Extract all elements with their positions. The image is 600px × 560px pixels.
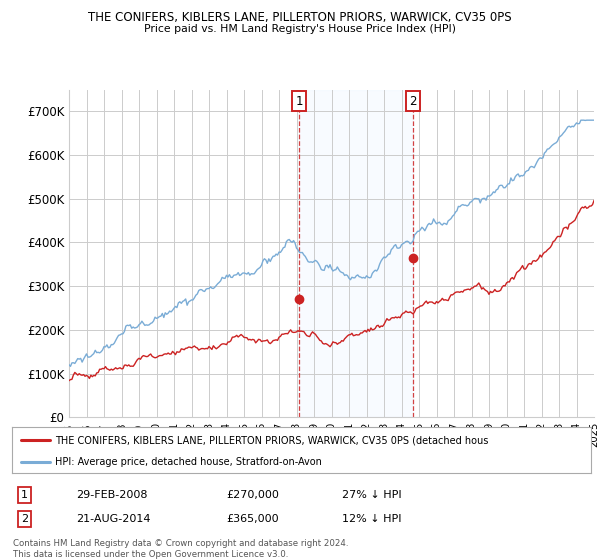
Text: THE CONIFERS, KIBLERS LANE, PILLERTON PRIORS, WARWICK, CV35 0PS (detached hous: THE CONIFERS, KIBLERS LANE, PILLERTON PR… [55, 435, 489, 445]
Text: 1: 1 [296, 95, 303, 108]
Text: 27% ↓ HPI: 27% ↓ HPI [342, 490, 401, 500]
Text: £365,000: £365,000 [226, 514, 279, 524]
Text: £270,000: £270,000 [226, 490, 279, 500]
Text: THE CONIFERS, KIBLERS LANE, PILLERTON PRIORS, WARWICK, CV35 0PS: THE CONIFERS, KIBLERS LANE, PILLERTON PR… [88, 11, 512, 24]
Text: 12% ↓ HPI: 12% ↓ HPI [342, 514, 401, 524]
Text: HPI: Average price, detached house, Stratford-on-Avon: HPI: Average price, detached house, Stra… [55, 457, 322, 466]
Text: Price paid vs. HM Land Registry's House Price Index (HPI): Price paid vs. HM Land Registry's House … [144, 24, 456, 34]
Text: 1: 1 [21, 490, 28, 500]
Text: Contains HM Land Registry data © Crown copyright and database right 2024.
This d: Contains HM Land Registry data © Crown c… [13, 539, 349, 559]
Bar [299, 90, 413, 417]
Text: 2: 2 [21, 514, 28, 524]
Text: 29-FEB-2008: 29-FEB-2008 [76, 490, 147, 500]
Text: 2: 2 [409, 95, 416, 108]
Text: 21-AUG-2014: 21-AUG-2014 [76, 514, 150, 524]
